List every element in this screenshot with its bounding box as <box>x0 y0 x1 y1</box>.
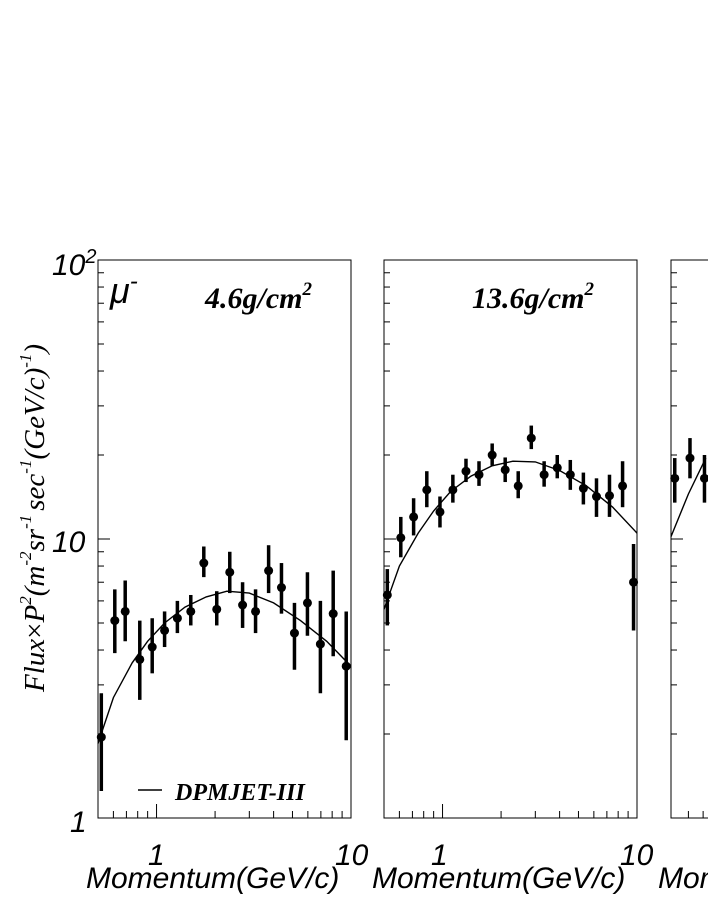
ytick-100: 102 <box>52 246 97 282</box>
ylabel-flux: Flux <box>19 639 51 693</box>
data-point <box>448 485 458 495</box>
ylabel-sr-exp: -1 <box>16 515 35 529</box>
data-point <box>604 491 614 501</box>
ylabel-gev: (GeV/c) <box>19 368 51 460</box>
data-point <box>212 604 222 614</box>
data-point <box>302 598 312 608</box>
data-point <box>289 628 299 638</box>
data-point <box>315 639 325 649</box>
ylabel-p-exp: 2 <box>16 596 35 605</box>
data-point <box>422 485 432 495</box>
data-point <box>474 470 484 480</box>
data-point <box>513 481 523 491</box>
ylabel-sec: sec <box>19 474 51 511</box>
ylabel-m-exp: -2 <box>16 551 35 566</box>
panel3-xlabel: Momentum(GeV/c) <box>658 862 708 895</box>
panel2-xlabel: Momentum(GeV/c) <box>372 862 625 895</box>
data-point <box>409 512 419 522</box>
data-point <box>382 590 392 600</box>
data-point <box>461 466 471 476</box>
data-point <box>328 609 338 619</box>
ylabel-gev-exp: -1 <box>16 354 35 368</box>
panel-frame <box>383 259 638 819</box>
model-curve-dpmjet <box>670 457 707 537</box>
data-point <box>578 483 588 493</box>
ylabel-close: ) <box>19 344 51 356</box>
model-curve-dpmjet <box>97 590 352 744</box>
data-point <box>487 450 497 460</box>
data-point <box>199 558 209 568</box>
data-point <box>225 567 235 577</box>
data-point <box>264 566 274 576</box>
data-point <box>172 613 182 623</box>
panel1-xlabel: Momentum(GeV/c) <box>86 862 339 895</box>
particle-label: μ- <box>109 268 138 311</box>
data-point <box>685 453 695 463</box>
data-point <box>552 463 562 473</box>
legend-label: DPMJET-III <box>174 780 306 806</box>
data-point <box>160 625 170 635</box>
svg-text:Flux×P2(m-2sr-1sec-1(GeV/c)-1): Flux×P2(m-2sr-1sec-1(GeV/c)-1) <box>16 344 51 693</box>
ylabel-p: P <box>19 605 51 624</box>
ylabel-times: × <box>19 622 51 638</box>
ylabel-m: (m <box>19 566 51 597</box>
data-point <box>591 492 601 502</box>
data-point <box>629 577 639 587</box>
model-curve-dpmjet <box>383 460 638 610</box>
panel2-xtick-10: 10 <box>620 839 654 872</box>
data-point <box>526 433 536 443</box>
panel-4-6-gcm2 <box>96 259 352 819</box>
data-point <box>699 473 708 483</box>
data-point <box>341 661 351 671</box>
data-point <box>110 616 120 626</box>
panel1-xtick-10: 10 <box>335 839 369 872</box>
data-point <box>539 470 549 480</box>
data-point <box>618 481 628 491</box>
data-point <box>238 600 248 610</box>
ytick-10: 10 <box>52 526 86 559</box>
data-point <box>135 654 145 664</box>
ytick-1: 1 <box>70 806 87 839</box>
data-point <box>276 583 286 593</box>
data-point <box>120 606 130 616</box>
y-axis-label: Flux×P2(m-2sr-1sec-1(GeV/c)-1) <box>16 344 51 693</box>
panel2-depth-annotation: 13.6g/cm2 <box>472 279 595 315</box>
panel1-xtick-1: 1 <box>148 839 165 872</box>
data-point <box>96 732 106 742</box>
legend: DPMJET-III <box>138 780 306 806</box>
ylabel-sec-exp: -1 <box>16 460 35 474</box>
data-point <box>670 473 680 483</box>
data-point <box>500 465 510 475</box>
ylabel-sr: sr <box>19 528 51 551</box>
panel-frame <box>97 259 352 819</box>
data-point <box>435 507 445 517</box>
panel-13-6-gcm2 <box>382 259 639 819</box>
panel-third-partial <box>670 259 708 819</box>
data-point <box>147 642 157 652</box>
panel2-xtick-1: 1 <box>431 839 448 872</box>
panel1-depth-annotation: 4.6g/cm2 <box>204 279 313 315</box>
data-point <box>186 606 196 616</box>
data-point <box>251 606 261 616</box>
data-point <box>565 470 575 480</box>
data-point <box>396 533 406 543</box>
